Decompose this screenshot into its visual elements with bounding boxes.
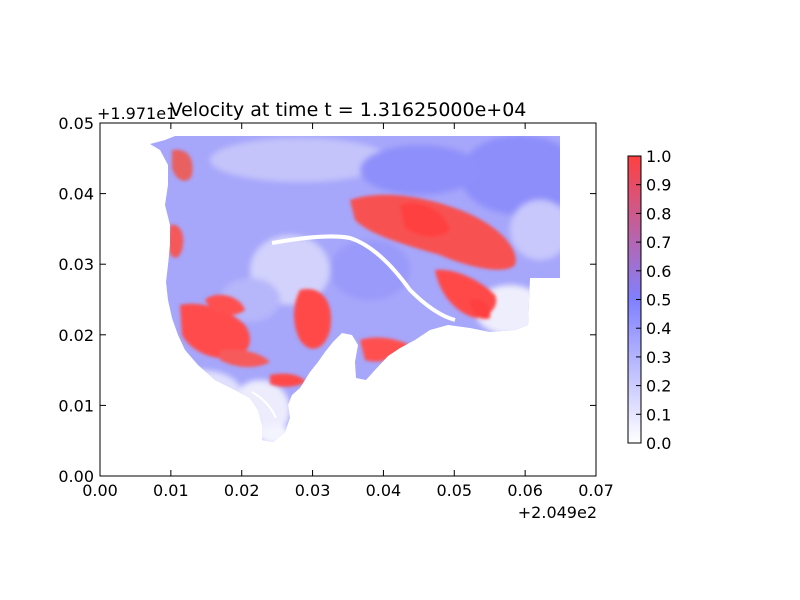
y-tick-label: 0.00 (58, 467, 94, 486)
y-offset-label: +1.971e1 (97, 104, 176, 123)
plot-frame (99, 122, 597, 477)
colorbar-tick-label: 0.4 (646, 319, 671, 338)
colorbar-tick-label: 0.2 (646, 377, 671, 396)
chart-title: Velocity at time t = 1.31625000e+04 (170, 99, 527, 121)
colorbar-tick-label: 0.6 (646, 262, 671, 281)
x-tick-label: 0.03 (295, 481, 331, 500)
x-tick-label: 0.00 (82, 481, 118, 500)
colorbar-tick-label: 1.0 (646, 147, 671, 166)
y-tick-label: 0.04 (58, 185, 94, 204)
x-tick-label: 0.05 (436, 481, 472, 500)
x-tick-label: 0.07 (578, 481, 614, 500)
colorbar-tick-label: 0.5 (646, 291, 671, 310)
y-tick-label: 0.05 (58, 114, 94, 133)
x-tick-label: 0.02 (224, 481, 260, 500)
colorbar-tick-label: 0.8 (646, 204, 671, 223)
velocity-field (150, 136, 560, 442)
y-tick-label: 0.03 (58, 255, 94, 274)
colorbar-tick-label: 0.0 (646, 434, 671, 453)
colorbar-tick-label: 0.9 (646, 176, 671, 195)
x-tick-label: 0.04 (366, 481, 402, 500)
x-tick-label: 0.01 (153, 481, 189, 500)
y-tick-label: 0.02 (58, 326, 94, 345)
colorbar-tick-label: 0.1 (646, 405, 671, 424)
colorbar-ticks: 0.0 0.1 0.2 0.3 0.4 0.5 0.6 0.7 0.8 0.9 1.0 (636, 147, 671, 453)
x-offset-label: +2.049e2 (518, 503, 597, 522)
y-axis: 0.00 0.01 0.02 0.03 0.04 0.05 (58, 114, 596, 486)
colorbar-tick-label: 0.7 (646, 233, 671, 252)
x-axis: 0.00 0.01 0.02 0.03 0.04 0.05 0.06 0.07 (82, 123, 614, 500)
colorbar-tick-label: 0.3 (646, 348, 671, 367)
colorbar: 0.0 0.1 0.2 0.3 0.4 0.5 0.6 0.7 0.8 0.9 1.0 (627, 147, 671, 453)
x-tick-label: 0.06 (507, 481, 543, 500)
y-tick-label: 0.01 (58, 396, 94, 415)
